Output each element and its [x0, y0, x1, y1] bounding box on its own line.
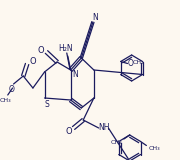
Text: H₂N: H₂N	[58, 44, 73, 52]
Text: S: S	[44, 100, 49, 108]
Text: O: O	[30, 56, 36, 65]
Text: N: N	[73, 69, 78, 79]
Text: CH₃: CH₃	[148, 146, 160, 151]
Text: CH₃: CH₃	[0, 97, 12, 103]
Text: CH₃: CH₃	[110, 140, 122, 144]
Text: O: O	[37, 45, 44, 55]
Text: O: O	[127, 59, 133, 68]
Text: N: N	[92, 12, 98, 21]
Text: O: O	[65, 128, 72, 136]
Text: NH: NH	[98, 124, 109, 132]
Text: CH₃: CH₃	[132, 60, 144, 65]
Text: O: O	[9, 84, 15, 93]
